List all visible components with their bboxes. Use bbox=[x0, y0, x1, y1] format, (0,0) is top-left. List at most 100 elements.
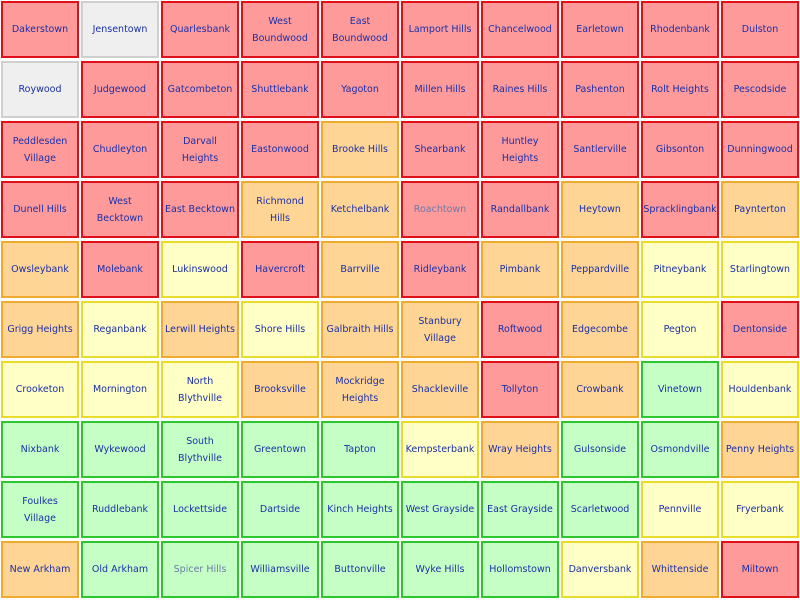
suburb-cell-shackleville[interactable]: Shackleville bbox=[401, 361, 479, 418]
suburb-cell-new-arkham[interactable]: New Arkham bbox=[1, 541, 79, 598]
suburb-cell-tollyton[interactable]: Tollyton bbox=[481, 361, 559, 418]
suburb-cell-east-becktown[interactable]: East Becktown bbox=[161, 181, 239, 238]
suburb-cell-kempsterbank[interactable]: Kempsterbank bbox=[401, 421, 479, 478]
suburb-cell-peddlesden-village[interactable]: Peddlesden Village bbox=[1, 121, 79, 178]
suburb-cell-edgecombe[interactable]: Edgecombe bbox=[561, 301, 639, 358]
suburb-cell-pashenton[interactable]: Pashenton bbox=[561, 61, 639, 118]
suburb-cell-vinetown[interactable]: Vinetown bbox=[641, 361, 719, 418]
suburb-cell-buttonville[interactable]: Buttonville bbox=[321, 541, 399, 598]
suburb-cell-raines-hills[interactable]: Raines Hills bbox=[481, 61, 559, 118]
suburb-cell-roftwood[interactable]: Roftwood bbox=[481, 301, 559, 358]
suburb-cell-ruddlebank[interactable]: Ruddlebank bbox=[81, 481, 159, 538]
suburb-cell-pescodside[interactable]: Pescodside bbox=[721, 61, 799, 118]
suburb-cell-shore-hills[interactable]: Shore Hills bbox=[241, 301, 319, 358]
suburb-cell-earletown[interactable]: Earletown bbox=[561, 1, 639, 58]
suburb-cell-dartside[interactable]: Dartside bbox=[241, 481, 319, 538]
suburb-cell-wray-heights[interactable]: Wray Heights bbox=[481, 421, 559, 478]
suburb-cell-starlingtown[interactable]: Starlingtown bbox=[721, 241, 799, 298]
suburb-cell-crooketon[interactable]: Crooketon bbox=[1, 361, 79, 418]
suburb-cell-judgewood[interactable]: Judgewood bbox=[81, 61, 159, 118]
suburb-cell-paynterton[interactable]: Paynterton bbox=[721, 181, 799, 238]
suburb-cell-danversbank[interactable]: Danversbank bbox=[561, 541, 639, 598]
suburb-cell-ridleybank[interactable]: Ridleybank bbox=[401, 241, 479, 298]
suburb-cell-chudleyton[interactable]: Chudleyton bbox=[81, 121, 159, 178]
suburb-cell-greentown[interactable]: Greentown bbox=[241, 421, 319, 478]
suburb-cell-roywood[interactable]: Roywood bbox=[1, 61, 79, 118]
suburb-cell-dunell-hills[interactable]: Dunell Hills bbox=[1, 181, 79, 238]
suburb-cell-gatcombeton[interactable]: Gatcombeton bbox=[161, 61, 239, 118]
suburb-cell-kinch-heights[interactable]: Kinch Heights bbox=[321, 481, 399, 538]
suburb-cell-williamsville[interactable]: Williamsville bbox=[241, 541, 319, 598]
suburb-cell-owsleybank[interactable]: Owsleybank bbox=[1, 241, 79, 298]
suburb-cell-lockettside[interactable]: Lockettside bbox=[161, 481, 239, 538]
suburb-cell-foulkes-village[interactable]: Foulkes Village bbox=[1, 481, 79, 538]
suburb-cell-east-boundwood[interactable]: East Boundwood bbox=[321, 1, 399, 58]
suburb-cell-galbraith-hills[interactable]: Galbraith Hills bbox=[321, 301, 399, 358]
suburb-cell-mornington[interactable]: Mornington bbox=[81, 361, 159, 418]
suburb-cell-lerwill-heights[interactable]: Lerwill Heights bbox=[161, 301, 239, 358]
suburb-cell-gibsonton[interactable]: Gibsonton bbox=[641, 121, 719, 178]
suburb-cell-miltown[interactable]: Miltown bbox=[721, 541, 799, 598]
suburb-cell-pennville[interactable]: Pennville bbox=[641, 481, 719, 538]
suburb-cell-randallbank[interactable]: Randallbank bbox=[481, 181, 559, 238]
suburb-cell-pimbank[interactable]: Pimbank bbox=[481, 241, 559, 298]
suburb-cell-wykewood[interactable]: Wykewood bbox=[81, 421, 159, 478]
suburb-cell-spracklingbank[interactable]: Spracklingbank bbox=[641, 181, 719, 238]
suburb-cell-jensentown[interactable]: Jensentown bbox=[81, 1, 159, 58]
suburb-cell-ketchelbank[interactable]: Ketchelbank bbox=[321, 181, 399, 238]
suburb-cell-havercroft[interactable]: Havercroft bbox=[241, 241, 319, 298]
suburb-cell-pegton[interactable]: Pegton bbox=[641, 301, 719, 358]
suburb-cell-wyke-hills[interactable]: Wyke Hills bbox=[401, 541, 479, 598]
suburb-cell-grigg-heights[interactable]: Grigg Heights bbox=[1, 301, 79, 358]
suburb-cell-osmondville[interactable]: Osmondville bbox=[641, 421, 719, 478]
suburb-cell-molebank[interactable]: Molebank bbox=[81, 241, 159, 298]
suburb-cell-gulsonside[interactable]: Gulsonside bbox=[561, 421, 639, 478]
suburb-cell-shuttlebank[interactable]: Shuttlebank bbox=[241, 61, 319, 118]
suburb-cell-penny-heights[interactable]: Penny Heights bbox=[721, 421, 799, 478]
suburb-cell-stanbury-village[interactable]: Stanbury Village bbox=[401, 301, 479, 358]
suburb-cell-reganbank[interactable]: Reganbank bbox=[81, 301, 159, 358]
suburb-cell-mockridge-heights[interactable]: Mockridge Heights bbox=[321, 361, 399, 418]
suburb-cell-roachtown[interactable]: Roachtown bbox=[401, 181, 479, 238]
suburb-cell-spicer-hills[interactable]: Spicer Hills bbox=[161, 541, 239, 598]
suburb-cell-lukinswood[interactable]: Lukinswood bbox=[161, 241, 239, 298]
suburb-cell-scarletwood[interactable]: Scarletwood bbox=[561, 481, 639, 538]
suburb-cell-east-grayside[interactable]: East Grayside bbox=[481, 481, 559, 538]
suburb-cell-peppardville[interactable]: Peppardville bbox=[561, 241, 639, 298]
suburb-cell-houldenbank[interactable]: Houldenbank bbox=[721, 361, 799, 418]
suburb-cell-richmond-hills[interactable]: Richmond Hills bbox=[241, 181, 319, 238]
suburb-cell-rolt-heights[interactable]: Rolt Heights bbox=[641, 61, 719, 118]
suburb-cell-west-boundwood[interactable]: West Boundwood bbox=[241, 1, 319, 58]
suburb-cell-west-grayside[interactable]: West Grayside bbox=[401, 481, 479, 538]
suburb-cell-heytown[interactable]: Heytown bbox=[561, 181, 639, 238]
suburb-cell-dunningwood[interactable]: Dunningwood bbox=[721, 121, 799, 178]
suburb-cell-hollomstown[interactable]: Hollomstown bbox=[481, 541, 559, 598]
suburb-cell-dakerstown[interactable]: Dakerstown bbox=[1, 1, 79, 58]
suburb-cell-brooksville[interactable]: Brooksville bbox=[241, 361, 319, 418]
suburb-cell-west-becktown[interactable]: West Becktown bbox=[81, 181, 159, 238]
suburb-cell-fryerbank[interactable]: Fryerbank bbox=[721, 481, 799, 538]
suburb-cell-santlerville[interactable]: Santlerville bbox=[561, 121, 639, 178]
suburb-cell-huntley-heights[interactable]: Huntley Heights bbox=[481, 121, 559, 178]
suburb-cell-rhodenbank[interactable]: Rhodenbank bbox=[641, 1, 719, 58]
suburb-cell-old-arkham[interactable]: Old Arkham bbox=[81, 541, 159, 598]
suburb-cell-tapton[interactable]: Tapton bbox=[321, 421, 399, 478]
suburb-cell-lamport-hills[interactable]: Lamport Hills bbox=[401, 1, 479, 58]
suburb-cell-chancelwood[interactable]: Chancelwood bbox=[481, 1, 559, 58]
suburb-cell-darvall-heights[interactable]: Darvall Heights bbox=[161, 121, 239, 178]
suburb-cell-quarlesbank[interactable]: Quarlesbank bbox=[161, 1, 239, 58]
suburb-cell-whittenside[interactable]: Whittenside bbox=[641, 541, 719, 598]
suburb-cell-pitneybank[interactable]: Pitneybank bbox=[641, 241, 719, 298]
suburb-cell-south-blythville[interactable]: South Blythville bbox=[161, 421, 239, 478]
suburb-cell-dentonside[interactable]: Dentonside bbox=[721, 301, 799, 358]
suburb-cell-barrville[interactable]: Barrville bbox=[321, 241, 399, 298]
suburb-cell-eastonwood[interactable]: Eastonwood bbox=[241, 121, 319, 178]
suburb-cell-nixbank[interactable]: Nixbank bbox=[1, 421, 79, 478]
suburb-cell-dulston[interactable]: Dulston bbox=[721, 1, 799, 58]
suburb-cell-crowbank[interactable]: Crowbank bbox=[561, 361, 639, 418]
suburb-cell-brooke-hills[interactable]: Brooke Hills bbox=[321, 121, 399, 178]
suburb-cell-shearbank[interactable]: Shearbank bbox=[401, 121, 479, 178]
suburb-cell-yagoton[interactable]: Yagoton bbox=[321, 61, 399, 118]
suburb-cell-north-blythville[interactable]: North Blythville bbox=[161, 361, 239, 418]
suburb-cell-millen-hills[interactable]: Millen Hills bbox=[401, 61, 479, 118]
